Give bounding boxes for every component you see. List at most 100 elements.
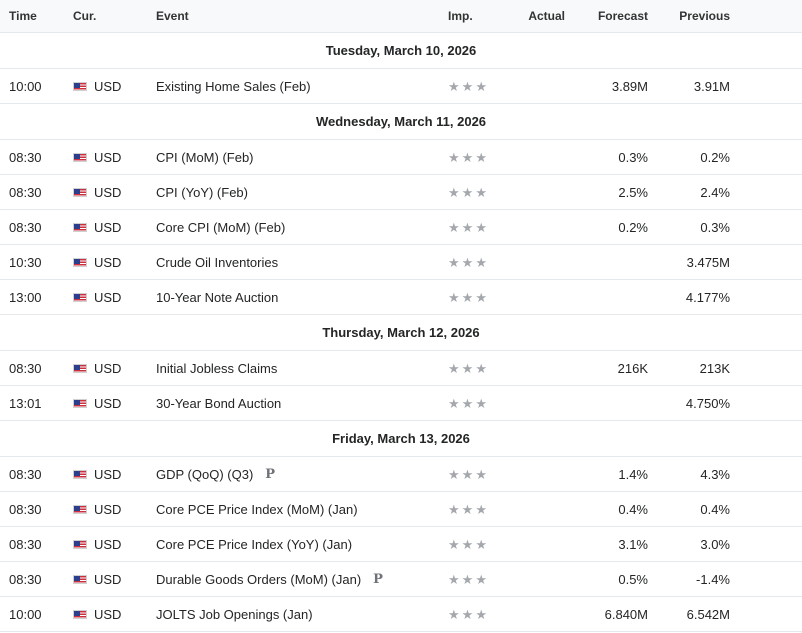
event-row[interactable]: 10:00 USD Existing Home Sales (Feb) ★ ★ ★ 3.89… (0, 69, 802, 104)
importance-stars: ★ ★ ★ (448, 291, 489, 304)
preliminary-p-icon: P (373, 571, 383, 587)
currency-code: USD (94, 466, 122, 482)
star-icon: ★ (448, 184, 460, 200)
us-flag-icon (73, 539, 87, 549)
star-icon: ★ (461, 184, 474, 200)
currency-code: USD (94, 149, 122, 165)
us-flag-icon (73, 574, 87, 584)
currency-code: USD (94, 289, 122, 305)
event-row[interactable]: 08:30 USD Core CPI (MoM) (Feb) ★ ★ ★ 0.2% 0.3% (0, 210, 802, 245)
event-name-link[interactable]: Initial Jobless Claims (156, 360, 278, 376)
event-currency: USD (73, 361, 121, 376)
star-icon: ★ (475, 289, 487, 305)
event-cell: 10-Year Note Auction (156, 290, 278, 305)
event-time: 08:30 (9, 184, 42, 200)
star-icon: ★ (448, 571, 460, 587)
event-row[interactable]: 10:00 USD JOLTS Job Openings (Jan) ★ ★ ★ 6.840… (0, 597, 802, 632)
event-cell: Core CPI (MoM) (Feb) (156, 220, 285, 235)
star-icon: ★ (448, 466, 460, 482)
header-currency[interactable]: Cur. (73, 9, 97, 23)
event-name-link[interactable]: Core PCE Price Index (YoY) (Jan) (156, 536, 353, 552)
header-forecast[interactable]: Forecast (597, 9, 648, 23)
event-currency: USD (73, 572, 121, 587)
event-name-link[interactable]: 10-Year Note Auction (156, 289, 279, 305)
header-time[interactable]: Time (9, 9, 37, 23)
event-row[interactable]: 13:00 USD 10-Year Note Auction ★ ★ ★ 4.177% (0, 280, 802, 315)
event-forecast: 3.89M (611, 78, 648, 94)
event-name-link[interactable]: 30-Year Bond Auction (156, 395, 282, 411)
star-icon: ★ (461, 219, 474, 235)
event-previous: 3.91M (693, 78, 730, 94)
event-row[interactable]: 10:30 USD Crude Oil Inventories ★ ★ ★ 3.475M (0, 245, 802, 280)
event-name-link[interactable]: Durable Goods Orders (MoM) (Jan) (156, 571, 362, 587)
event-row[interactable]: 08:30 USD CPI (MoM) (Feb) ★ ★ ★ 0.3% 0.2% (0, 140, 802, 175)
star-icon: ★ (461, 78, 474, 94)
us-flag-icon (73, 469, 87, 479)
us-flag-icon (73, 81, 87, 91)
star-icon: ★ (475, 184, 487, 200)
currency-code: USD (94, 360, 122, 376)
event-name-link[interactable]: CPI (YoY) (Feb) (156, 184, 248, 200)
event-cell: Initial Jobless Claims (156, 361, 277, 376)
currency-code: USD (94, 78, 122, 94)
header-event[interactable]: Event (156, 9, 189, 23)
star-icon: ★ (448, 149, 460, 165)
event-forecast: 2.5% (618, 184, 648, 200)
header-previous[interactable]: Previous (679, 9, 730, 23)
event-time: 08:30 (9, 360, 42, 376)
star-icon: ★ (461, 466, 474, 482)
event-row[interactable]: 08:30 USD Core PCE Price Index (MoM) (Jan)… (0, 492, 802, 527)
event-name-link[interactable]: JOLTS Job Openings (Jan) (156, 606, 313, 622)
event-name-link[interactable]: GDP (QoQ) (Q3) (156, 466, 254, 482)
star-icon: ★ (448, 536, 460, 552)
event-name-link[interactable]: CPI (MoM) (Feb) (156, 149, 254, 165)
event-name-link[interactable]: Existing Home Sales (Feb) (156, 78, 311, 94)
event-cell: JOLTS Job Openings (Jan) (156, 607, 313, 622)
star-icon: ★ (475, 219, 487, 235)
event-row[interactable]: 08:30 USD CPI (YoY) (Feb) ★ ★ ★ 2.5% 2.4% (0, 175, 802, 210)
event-name-link[interactable]: Core PCE Price Index (MoM) (Jan) (156, 501, 358, 517)
event-row[interactable]: 08:30 USD Initial Jobless Claims ★ ★ ★ 216K 213… (0, 351, 802, 386)
importance-stars: ★ ★ ★ (448, 397, 489, 410)
star-icon: ★ (461, 606, 474, 622)
event-previous: 6.542M (686, 606, 730, 622)
event-forecast: 216K (617, 360, 648, 376)
us-flag-icon (73, 187, 87, 197)
star-icon: ★ (448, 360, 460, 376)
event-time: 08:30 (9, 536, 42, 552)
event-row[interactable]: 08:30 USD GDP (QoQ) (Q3) P ★ ★ ★ 1.4% 4.3% (0, 457, 802, 492)
us-flag-icon (73, 398, 87, 408)
event-row[interactable]: 08:30 USD Durable Goods Orders (MoM) (Jan)… (0, 562, 802, 597)
currency-code: USD (94, 395, 122, 411)
event-row[interactable]: 13:01 USD 30-Year Bond Auction ★ ★ ★ 4.750% (0, 386, 802, 421)
importance-stars: ★ ★ ★ (448, 186, 489, 199)
event-cell: Core PCE Price Index (YoY) (Jan) (156, 537, 352, 552)
event-currency: USD (73, 185, 121, 200)
us-flag-icon (73, 257, 87, 267)
star-icon: ★ (475, 149, 487, 165)
event-previous: 0.3% (700, 219, 730, 235)
event-name-link[interactable]: Core CPI (MoM) (Feb) (156, 219, 286, 235)
event-time: 10:00 (9, 606, 42, 622)
star-icon: ★ (461, 501, 474, 517)
event-previous: 3.0% (700, 536, 730, 552)
event-time: 08:30 (9, 501, 42, 517)
importance-stars: ★ ★ ★ (448, 573, 489, 586)
event-time: 13:00 (9, 289, 42, 305)
header-importance[interactable]: Imp. (448, 9, 473, 23)
event-currency: USD (73, 220, 121, 235)
star-icon: ★ (475, 78, 487, 94)
currency-code: USD (94, 606, 122, 622)
header-actual[interactable]: Actual (528, 9, 565, 23)
event-name-link[interactable]: Crude Oil Inventories (156, 254, 279, 270)
event-forecast: 0.2% (618, 219, 648, 235)
event-cell: CPI (MoM) (Feb) (156, 150, 254, 165)
importance-stars: ★ ★ ★ (448, 256, 489, 269)
importance-stars: ★ ★ ★ (448, 80, 489, 93)
importance-stars: ★ ★ ★ (448, 503, 489, 516)
currency-code: USD (94, 501, 122, 517)
event-cell: Existing Home Sales (Feb) (156, 79, 311, 94)
us-flag-icon (73, 363, 87, 373)
event-forecast: 1.4% (618, 466, 648, 482)
event-row[interactable]: 08:30 USD Core PCE Price Index (YoY) (Jan)… (0, 527, 802, 562)
